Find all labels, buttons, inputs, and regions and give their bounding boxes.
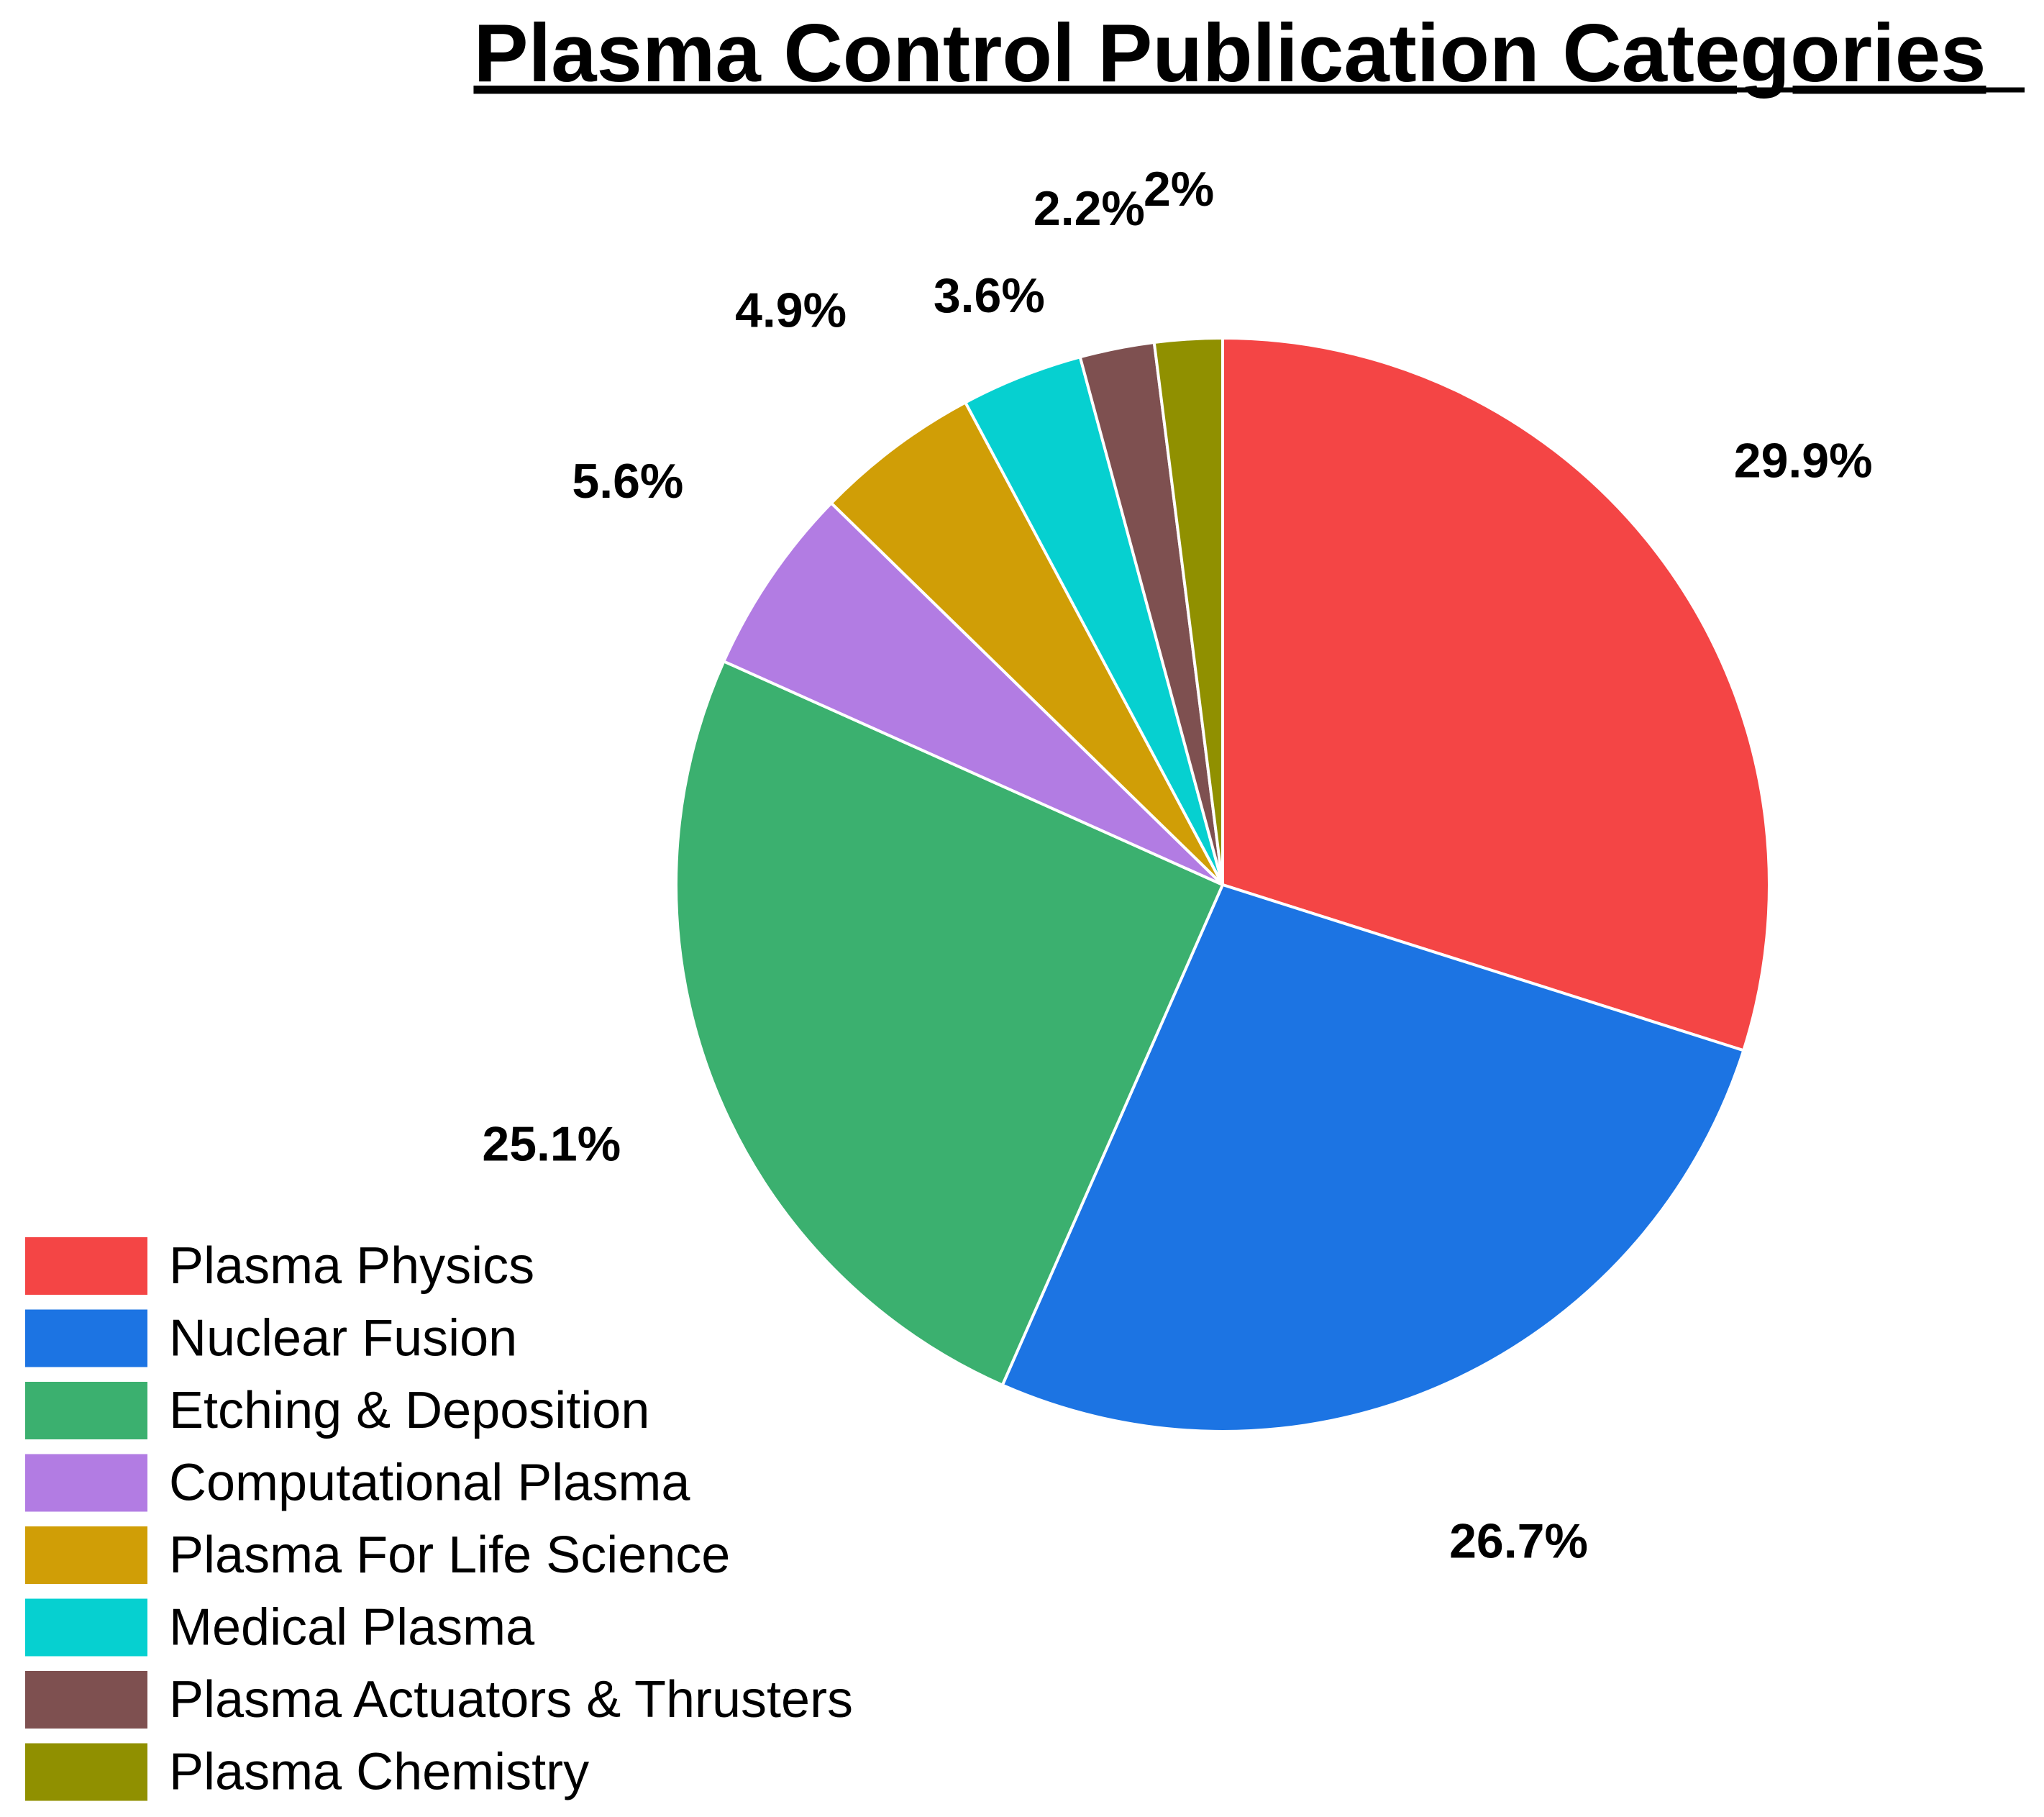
pie-slice-etching-and-deposition: [675, 660, 1224, 1387]
legend: Plasma Physics Nuclear Fusion Etching & De…: [25, 1237, 853, 1801]
data-label-etching-and-deposition: 25.1%: [482, 1116, 621, 1171]
pie-slice-plasma-chemistry: [1152, 337, 1224, 886]
pie-data-labels: 29.9% 26.7% 25.1% 5.6% 4.9% 3.6% 2.2%2%: [482, 162, 1872, 1568]
legend-item-plasma-for-life-science: Plasma For Life Science: [25, 1526, 730, 1584]
legend-swatch-plasma-for-life-science: [25, 1526, 147, 1584]
data-label-plasma-actuators-and-thrusters: 2.2%: [1034, 181, 1145, 236]
data-label-plasma-for-life-science: 4.9%: [735, 283, 847, 337]
legend-label-plasma-physics: Plasma Physics: [169, 1237, 534, 1295]
legend-item-nuclear-fusion: Nuclear Fusion: [25, 1309, 517, 1367]
data-label-plasma-chemistry: 2%: [1144, 162, 1214, 217]
pie-slice-computational-plasma: [722, 501, 1224, 886]
legend-swatch-nuclear-fusion: [25, 1309, 147, 1367]
legend-swatch-plasma-chemistry: [25, 1743, 147, 1801]
legend-item-plasma-physics: Plasma Physics: [25, 1237, 534, 1295]
pie-slice-nuclear-fusion: [1000, 883, 1746, 1433]
legend-label-plasma-chemistry: Plasma Chemistry: [169, 1744, 589, 1801]
pie-slice-plasma-physics: [1221, 337, 1771, 1052]
legend-label-medical-plasma: Medical Plasma: [169, 1599, 535, 1657]
legend-swatch-plasma-actuators-and-thrusters: [25, 1671, 147, 1729]
legend-swatch-medical-plasma: [25, 1598, 147, 1657]
legend-label-plasma-for-life-science: Plasma For Life Science: [169, 1526, 730, 1584]
chart-title: Plasma Control Publication Categories: [473, 8, 1986, 99]
pie-slices: [675, 337, 1771, 1433]
legend-swatch-etching-and-deposition: [25, 1382, 147, 1439]
legend-item-etching-and-deposition: Etching & Deposition: [25, 1382, 649, 1439]
legend-label-plasma-actuators-and-thrusters: Plasma Actuators & Thrusters: [169, 1671, 853, 1729]
legend-item-medical-plasma: Medical Plasma: [25, 1598, 535, 1657]
legend-label-nuclear-fusion: Nuclear Fusion: [169, 1310, 517, 1367]
legend-item-plasma-chemistry: Plasma Chemistry: [25, 1743, 589, 1801]
pie-slice-plasma-for-life-science: [829, 401, 1224, 886]
legend-label-computational-plasma: Computational Plasma: [169, 1454, 690, 1512]
legend-swatch-computational-plasma: [25, 1454, 147, 1512]
legend-swatch-plasma-physics: [25, 1237, 147, 1295]
legend-item-plasma-actuators-and-thrusters: Plasma Actuators & Thrusters: [25, 1671, 853, 1729]
data-label-nuclear-fusion: 26.7%: [1449, 1513, 1588, 1568]
data-label-plasma-physics: 29.9%: [1734, 434, 1873, 488]
legend-label-etching-and-deposition: Etching & Deposition: [169, 1382, 649, 1439]
data-label-medical-plasma: 3.6%: [934, 268, 1045, 323]
data-label-computational-plasma: 5.6%: [572, 454, 683, 509]
legend-item-computational-plasma: Computational Plasma: [25, 1454, 690, 1512]
